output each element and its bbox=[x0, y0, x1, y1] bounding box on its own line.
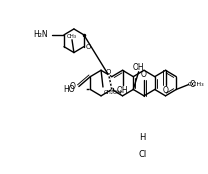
Text: O: O bbox=[141, 70, 147, 79]
Text: OH: OH bbox=[133, 63, 145, 72]
Text: CH₂OH: CH₂OH bbox=[104, 90, 122, 95]
Text: O: O bbox=[190, 80, 196, 89]
Text: O: O bbox=[86, 44, 91, 50]
Text: O: O bbox=[163, 86, 168, 95]
Text: OCH₃: OCH₃ bbox=[188, 82, 204, 88]
Text: H: H bbox=[139, 133, 146, 142]
Text: Cl: Cl bbox=[139, 150, 147, 159]
Text: CH₃: CH₃ bbox=[67, 34, 77, 39]
Text: HO: HO bbox=[63, 85, 75, 94]
Text: OH: OH bbox=[117, 86, 128, 95]
Text: O: O bbox=[70, 82, 76, 91]
Text: O: O bbox=[105, 69, 111, 75]
Text: H₂N: H₂N bbox=[33, 30, 48, 39]
